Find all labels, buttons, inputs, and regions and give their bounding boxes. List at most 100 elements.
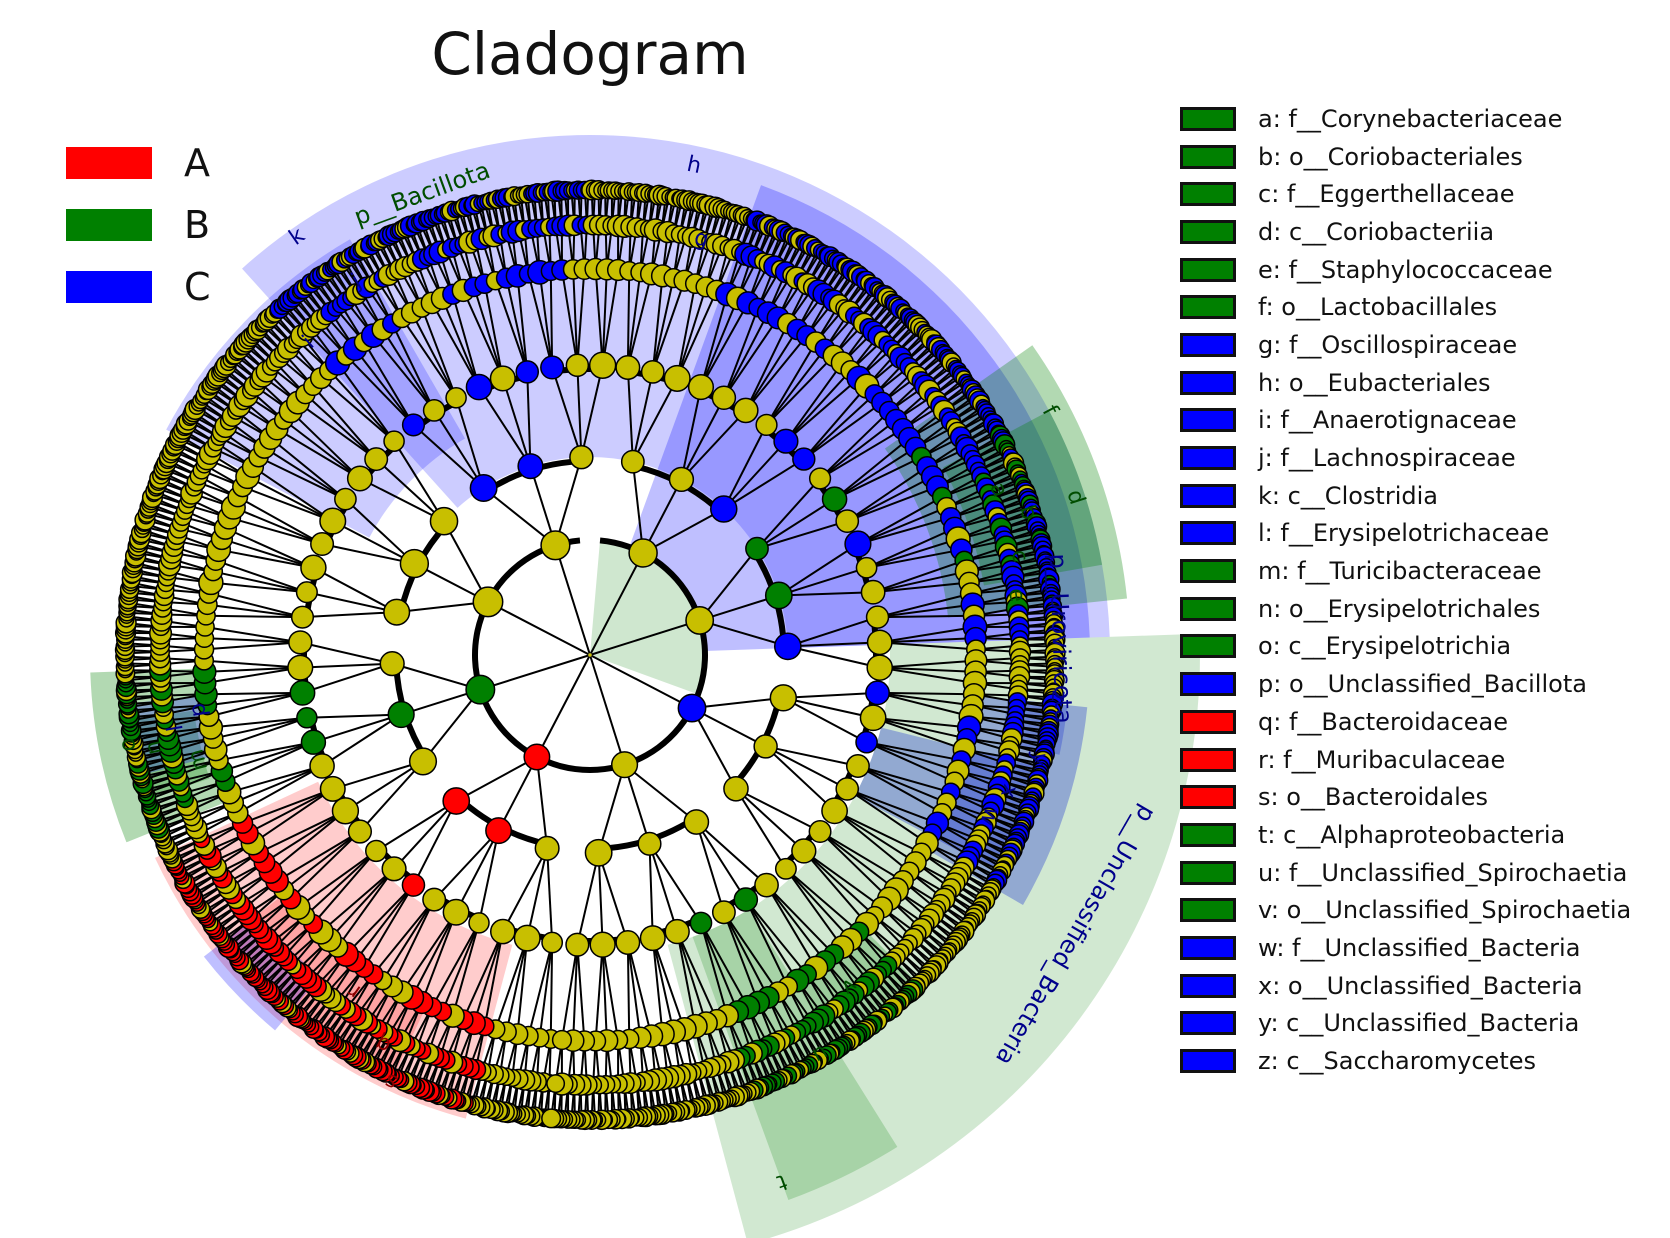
branch-line bbox=[723, 458, 805, 510]
branch-line bbox=[819, 410, 890, 480]
tree-node bbox=[485, 817, 513, 845]
branch-line bbox=[336, 362, 395, 442]
clade-letter-e: e bbox=[1003, 587, 1030, 604]
clade-letter-c: c bbox=[1006, 547, 1033, 564]
tree-node bbox=[310, 531, 335, 557]
branch-line bbox=[765, 884, 817, 969]
root-node bbox=[587, 652, 593, 658]
clade-label-g: g: f__Oscillospiraceae bbox=[1258, 330, 1518, 359]
branch-line bbox=[228, 765, 323, 794]
branch-line bbox=[433, 829, 500, 901]
tree-node bbox=[791, 838, 817, 864]
branch-line bbox=[833, 810, 911, 873]
branch-line bbox=[215, 716, 308, 751]
branch-line bbox=[431, 302, 480, 388]
tree-node bbox=[540, 530, 571, 561]
tree-node bbox=[319, 507, 347, 535]
branch-line bbox=[700, 922, 739, 1013]
branch-line bbox=[345, 355, 415, 426]
branch-line bbox=[872, 716, 965, 751]
branch-line bbox=[723, 440, 787, 510]
highlight-sector-p bbox=[590, 540, 705, 695]
branch-line bbox=[651, 938, 664, 1035]
tree-node bbox=[442, 787, 471, 815]
group-legend-item-c: C bbox=[66, 256, 211, 318]
branch-line bbox=[700, 297, 739, 388]
branch-line bbox=[623, 764, 651, 845]
branch-line bbox=[756, 520, 848, 550]
tree-node bbox=[589, 931, 616, 958]
branch-line bbox=[745, 334, 808, 412]
tree-node bbox=[755, 413, 778, 437]
tree-node bbox=[331, 797, 360, 825]
tree-node bbox=[866, 654, 894, 681]
branch-line bbox=[735, 787, 821, 833]
branch-line bbox=[269, 810, 347, 873]
tree-node bbox=[615, 930, 641, 955]
tree-node bbox=[821, 797, 848, 825]
branch-line bbox=[204, 666, 301, 685]
branch-line bbox=[642, 508, 725, 554]
tree-node bbox=[541, 1108, 562, 1129]
branch-line bbox=[420, 911, 458, 1003]
tree-node bbox=[288, 630, 313, 655]
branch-line bbox=[237, 496, 323, 545]
branch-line bbox=[778, 543, 859, 597]
branch-line bbox=[857, 765, 943, 814]
group-label-a: A bbox=[184, 141, 210, 185]
clade-label-d: d: c__Coriobacteriia bbox=[1258, 217, 1495, 246]
branch-line bbox=[879, 625, 976, 644]
branch-line bbox=[833, 437, 911, 500]
branch-line bbox=[866, 527, 956, 569]
branch-line bbox=[205, 691, 303, 696]
clade-swatch-e bbox=[1180, 257, 1236, 282]
clade-legend-item-a: a: f__Corynebacteriaceae bbox=[1180, 100, 1631, 138]
branch-line bbox=[626, 942, 631, 1040]
branch-line bbox=[391, 899, 436, 987]
clade-swatch-c bbox=[1180, 182, 1236, 207]
branch-line bbox=[487, 601, 591, 656]
branch-line bbox=[589, 619, 700, 656]
branch-line bbox=[866, 537, 959, 569]
tree-node bbox=[300, 554, 327, 582]
branch-line bbox=[526, 371, 532, 467]
clade-label-m: m: f__Turicibacteraceae bbox=[1258, 557, 1542, 586]
clade-legend-item-r: r: f__Muribaculaceae bbox=[1180, 741, 1631, 779]
branch-line bbox=[723, 911, 770, 998]
branch-line bbox=[483, 283, 504, 379]
branch-line bbox=[626, 273, 653, 368]
branch-line bbox=[536, 654, 591, 758]
tree-node bbox=[523, 743, 551, 771]
clade-legend-item-m: m: f__Turicibacteraceae bbox=[1180, 552, 1631, 590]
branch-line bbox=[224, 741, 314, 783]
branch-line bbox=[846, 466, 928, 522]
clade-swatch-b bbox=[1180, 144, 1236, 169]
tree-node bbox=[745, 536, 769, 561]
branch-line bbox=[242, 485, 334, 523]
branch-line bbox=[312, 566, 398, 614]
tree-node bbox=[296, 707, 318, 729]
branch-line bbox=[328, 868, 395, 941]
clade-swatch-k bbox=[1180, 483, 1236, 508]
clade-legend-item-j: j: f__Lachnospiraceae bbox=[1180, 439, 1631, 477]
clade-swatch-m bbox=[1180, 559, 1236, 584]
tree-node bbox=[300, 729, 327, 755]
branch-line bbox=[877, 592, 972, 619]
tree-node bbox=[513, 924, 541, 952]
clade-legend-item-t: t: c__Alphaproteobacteria bbox=[1180, 816, 1631, 854]
clade-label-j: j: f__Lachnospiraceae bbox=[1258, 444, 1516, 473]
tree-node bbox=[287, 654, 314, 681]
branch-line bbox=[372, 898, 435, 976]
tree-node bbox=[792, 447, 816, 471]
tree-node bbox=[855, 556, 878, 579]
branch-line bbox=[207, 603, 303, 619]
branch-line bbox=[778, 591, 874, 597]
branch-line bbox=[551, 367, 583, 458]
branch-line bbox=[782, 696, 868, 744]
branch-line bbox=[597, 764, 626, 854]
branch-line bbox=[505, 277, 529, 373]
branch-line bbox=[857, 765, 952, 794]
branch-line bbox=[501, 378, 532, 467]
tree-node bbox=[821, 486, 848, 512]
